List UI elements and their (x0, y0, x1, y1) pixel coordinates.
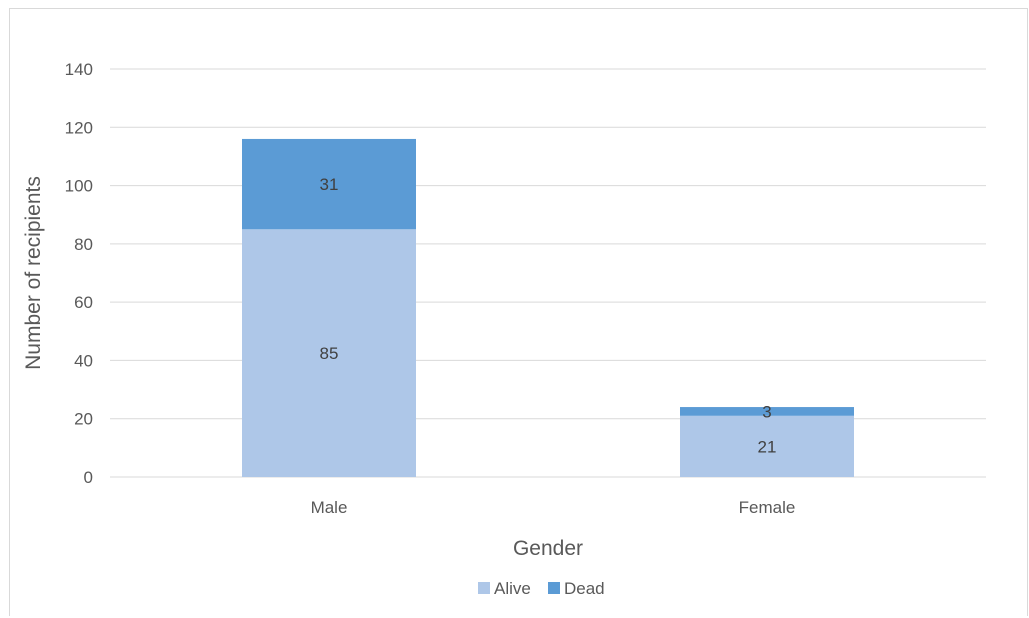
legend: Alive Dead (478, 579, 605, 598)
bars: 85 31 21 3 (242, 138, 854, 477)
bar-alive-female (680, 415, 854, 477)
y-tick-label: 0 (84, 468, 93, 487)
data-label-alive-female: 21 (758, 437, 777, 456)
legend-label-alive: Alive (494, 579, 531, 598)
y-tick-label: 60 (74, 293, 93, 312)
bar-alive-male (242, 229, 416, 477)
x-axis-ticks: Male Female (311, 498, 796, 517)
legend-swatch-dead (548, 582, 560, 594)
legend-swatch-alive (478, 582, 490, 594)
bar-dead-female (680, 407, 854, 416)
data-label-dead-female: 3 (762, 402, 771, 421)
legend-label-dead: Dead (564, 579, 605, 598)
y-tick-label: 120 (65, 118, 93, 137)
y-tick-label: 40 (74, 351, 93, 370)
data-label-dead-male: 31 (320, 175, 339, 194)
y-axis-title: Number of recipients (22, 176, 45, 370)
gridlines (110, 68, 986, 478)
chart-frame (9, 8, 1028, 616)
y-tick-label: 80 (74, 235, 93, 254)
y-tick-label: 20 (74, 410, 93, 429)
y-tick-label: 100 (65, 177, 93, 196)
y-tick-label: 140 (65, 60, 93, 79)
x-axis-title: Gender (513, 537, 583, 560)
x-tick-label: Male (311, 498, 348, 517)
x-tick-label: Female (739, 498, 796, 517)
y-axis-ticks: 0 20 40 60 80 100 120 140 (65, 60, 93, 487)
data-label-alive-male: 85 (320, 344, 339, 363)
bar-dead-male (242, 138, 416, 230)
